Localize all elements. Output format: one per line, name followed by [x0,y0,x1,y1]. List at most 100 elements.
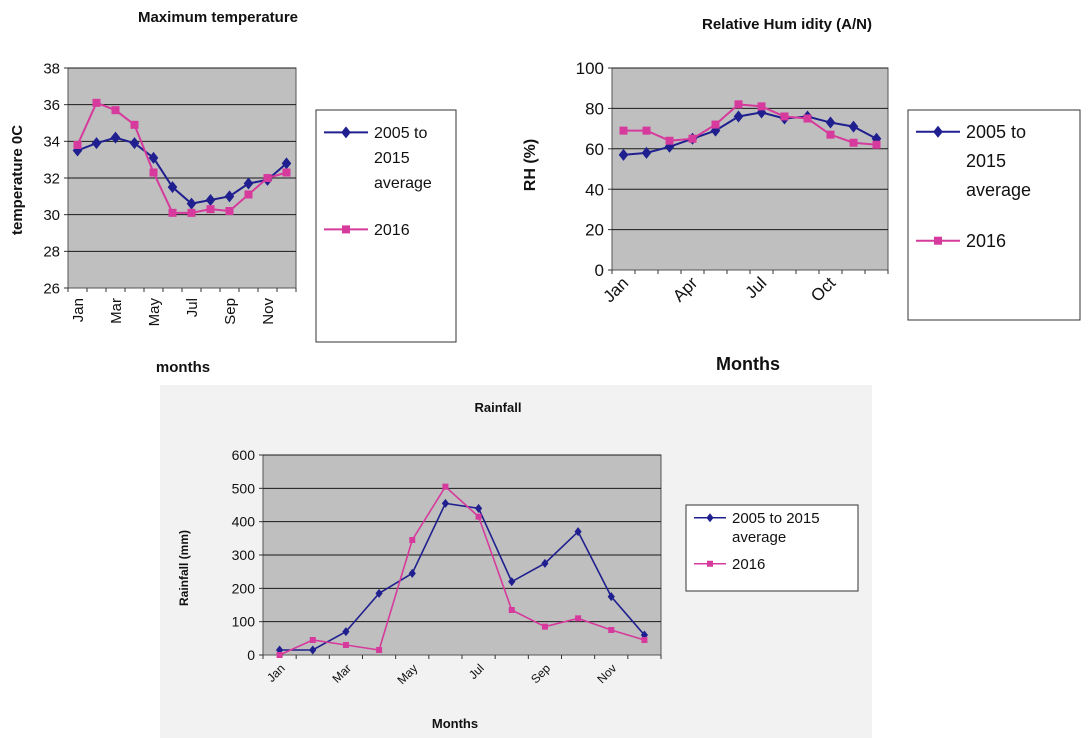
y-tick-label: 60 [585,140,604,159]
legend [907,109,1081,321]
data-point-0-6 [756,106,767,119]
data-point-0-7 [508,577,516,587]
data-point-1-11 [282,168,291,177]
chart-title: Relative Hum idity (A/N) [702,16,872,33]
y-tick-label: 100 [576,59,604,78]
data-point-1-2 [665,136,674,145]
data-point-1-2 [111,106,120,115]
y-tick-label: 600 [232,447,256,463]
data-point-0-1 [309,645,317,655]
data-point-0-5 [441,498,450,508]
x-tick-label: Jan [70,298,87,322]
chart-title: Rainfall [475,400,522,415]
data-point-0-7 [205,194,216,206]
y-tick-label: 100 [232,614,256,630]
legend-label: 2015 [374,150,410,167]
data-point-0-4 [148,151,159,164]
data-point-0-2 [110,131,121,144]
y-tick-label: 500 [232,480,256,496]
data-point-1-5 [442,483,449,490]
data-point-1-1 [309,637,316,643]
legend-label: 2005 to [966,122,1026,142]
data-point-1-3 [688,134,697,143]
chart-title: Maximum temperature [138,9,298,26]
data-point-0-8 [224,190,235,203]
data-point-1-4 [409,537,416,543]
data-point-0-2 [342,627,350,637]
data-point-0-5 [733,110,744,123]
data-point-0-3 [375,588,383,598]
data-point-1-8 [541,623,548,630]
y-tick-label: 32 [43,170,60,187]
data-point-1-0 [619,126,628,135]
data-point-0-3 [129,137,140,150]
data-point-0-8 [541,558,549,568]
y-axis-title: Rainfall (mm) [177,530,191,606]
legend-label: 2016 [966,231,1006,251]
data-point-1-7 [206,205,215,214]
data-point-1-10 [263,174,272,182]
y-tick-label: 0 [247,647,255,663]
legend-label: average [966,180,1031,200]
data-point-1-5 [168,208,177,217]
data-point-1-9 [826,130,835,139]
data-point-1-5 [734,100,743,109]
data-point-1-11 [641,637,648,643]
data-point-0-4 [710,124,721,137]
data-point-0-9 [574,527,582,537]
y-tick-label: 38 [43,60,60,77]
max-temperature-chart: Maximum temperature 26 28 30 32 34 36 38 Jan Mar M… [9,9,457,376]
data-point-0-9 [243,177,254,190]
data-point-0-2 [664,140,675,153]
y-tick-label: 0 [595,261,604,280]
data-point-1-8 [803,114,812,123]
legend-swatch-marker [341,126,351,139]
y-tick-label: 28 [43,244,60,261]
series-line-1 [279,485,645,656]
data-point-1-4 [711,120,720,129]
plot-area [611,67,889,271]
data-point-0-11 [281,157,292,170]
y-tick-label: 400 [232,514,256,530]
x-tick-label: Sep [222,298,239,325]
legend-label: 2016 [374,222,410,239]
data-point-1-10 [608,627,615,633]
legend-swatch-marker [933,125,943,138]
y-tick-label: 36 [43,97,60,114]
data-point-1-4 [149,168,158,177]
x-tick-label: Nov [260,298,277,325]
y-tick-label: 20 [585,221,604,240]
data-point-0-1 [91,137,102,150]
data-point-1-9 [575,615,582,622]
data-point-1-1 [642,126,651,135]
legend [315,109,457,343]
legend-label: 2016 [732,556,765,573]
data-point-0-1 [641,146,652,159]
x-tick-label: Mar [108,298,125,324]
data-point-1-3 [130,120,139,129]
legend-swatch-marker [934,236,942,245]
data-point-0-10 [607,592,615,602]
data-point-1-7 [780,112,789,121]
y-tick-label: 80 [585,100,604,119]
legend-label: average [732,529,786,546]
data-point-1-1 [92,98,101,107]
legend-label: 2005 to [374,125,427,142]
data-point-1-0 [73,141,82,149]
y-tick-label: 40 [585,180,604,199]
data-point-0-9 [825,116,836,129]
legend-swatch-marker [707,560,713,567]
x-tick-label: Jul [184,298,201,317]
data-point-1-6 [475,513,482,520]
data-point-0-5 [167,181,178,194]
legend-swatch-marker [706,513,714,523]
legend-label: average [374,175,432,192]
x-axis-title: Months [716,354,780,374]
x-axis-title: Months [432,716,478,731]
y-tick-label: 200 [232,580,256,596]
series-line-0 [279,502,646,651]
y-tick-label: 30 [43,207,60,224]
y-tick-label: 26 [43,280,60,297]
